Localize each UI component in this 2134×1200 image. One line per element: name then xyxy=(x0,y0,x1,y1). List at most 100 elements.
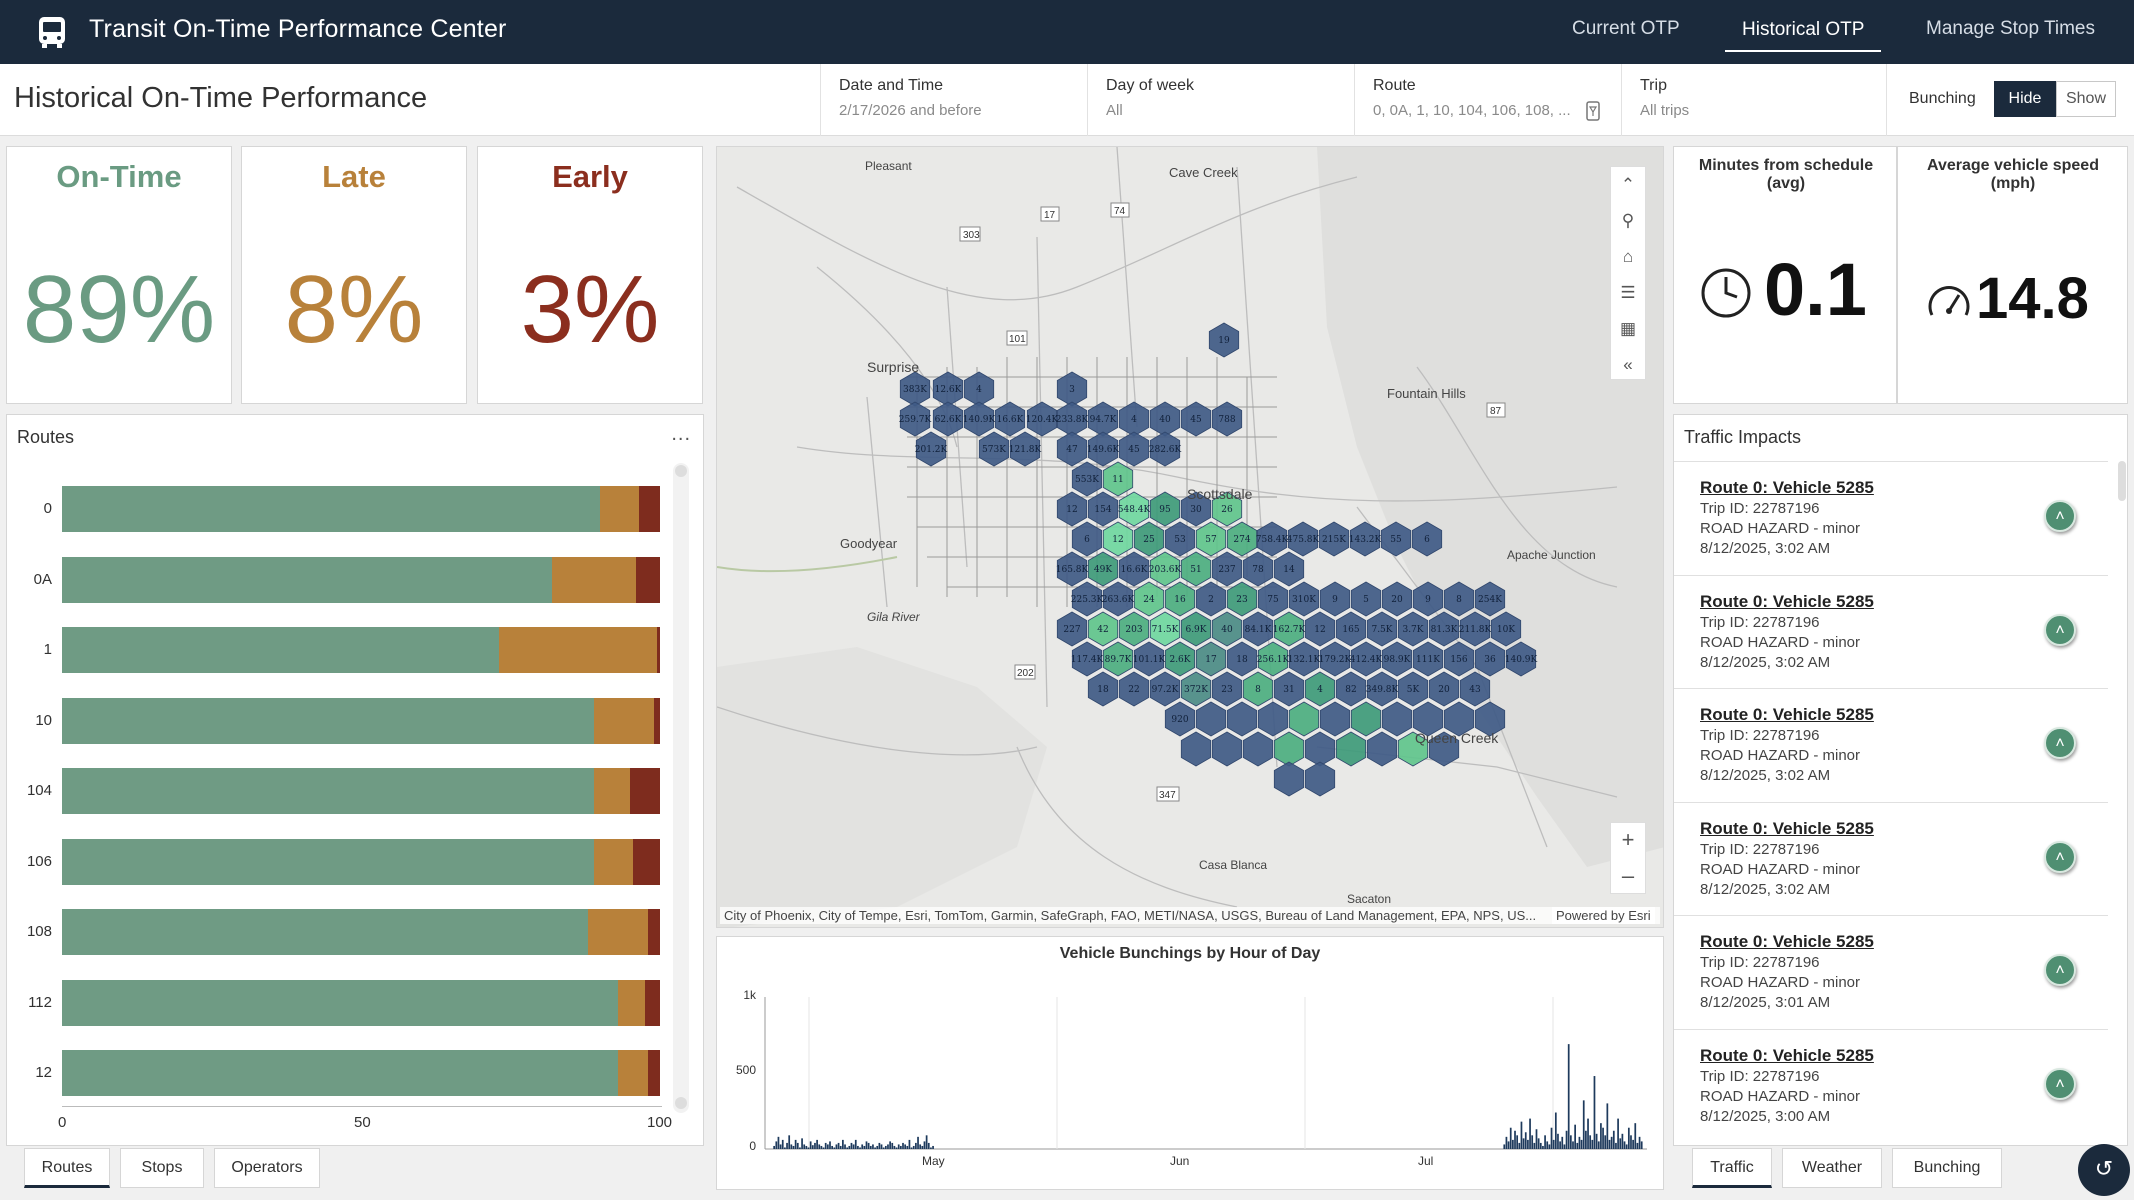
bar-segment-on-time[interactable] xyxy=(62,768,595,814)
navigate-up-icon[interactable]: ˄ xyxy=(2044,840,2076,873)
bar-segment-late[interactable] xyxy=(618,1050,649,1096)
traffic-item-route-link[interactable]: Route 0: Vehicle 5285 xyxy=(1700,932,1874,951)
hex-bin[interactable] xyxy=(1443,701,1475,737)
traffic-item-route-link[interactable]: Route 0: Vehicle 5285 xyxy=(1700,478,1874,497)
bar-segment-on-time[interactable] xyxy=(62,1050,619,1096)
hex-bin[interactable] xyxy=(1149,611,1181,647)
hex-bin[interactable] xyxy=(1242,551,1274,587)
zoom-out-icon[interactable]: – xyxy=(1621,863,1635,888)
traffic-list-item[interactable]: Route 0: Vehicle 5285 Trip ID: 22787196 RO… xyxy=(1674,461,2108,574)
bunching-bar[interactable] xyxy=(814,1142,816,1149)
hex-bin[interactable] xyxy=(1164,581,1196,617)
hex-bin[interactable] xyxy=(1195,581,1227,617)
bar-segment-on-time[interactable] xyxy=(62,979,619,1026)
hex-bin[interactable] xyxy=(1087,551,1119,587)
hex-bin[interactable] xyxy=(994,401,1026,437)
hex-bin[interactable] xyxy=(1335,671,1367,707)
hex-bin[interactable] xyxy=(1118,491,1150,527)
hex-bin[interactable] xyxy=(1366,671,1398,707)
hex-bin[interactable] xyxy=(1071,521,1103,557)
hex-bin[interactable] xyxy=(1242,611,1274,647)
bunching-bar[interactable] xyxy=(848,1145,851,1149)
tab-traffic[interactable]: Traffic xyxy=(1692,1148,1772,1188)
bar-segment-early[interactable] xyxy=(636,556,660,603)
hex-bin[interactable] xyxy=(932,371,964,407)
search-icon[interactable]: ⚲ xyxy=(1621,211,1635,230)
bunching-bar[interactable] xyxy=(1503,1144,1506,1149)
hex-bin[interactable] xyxy=(1256,521,1288,557)
bar-segment-early[interactable] xyxy=(648,909,660,955)
nav-manage-stop-times[interactable]: Manage Stop Times xyxy=(1926,18,2095,39)
bunching-bar[interactable] xyxy=(844,1144,846,1149)
route-bar[interactable] xyxy=(62,909,660,955)
hex-bin[interactable] xyxy=(1195,701,1227,737)
bunching-bar[interactable] xyxy=(1533,1142,1536,1149)
bunching-bar[interactable] xyxy=(1574,1124,1576,1149)
bunching-bar[interactable] xyxy=(805,1145,808,1149)
hex-bin[interactable] xyxy=(963,401,995,437)
traffic-list-item[interactable]: Route 0: Vehicle 5285 Trip ID: 22787196 RO… xyxy=(1674,915,2108,1028)
hex-bin[interactable] xyxy=(1273,551,1305,587)
bunching-bar[interactable] xyxy=(887,1144,889,1149)
hex-bin[interactable] xyxy=(1056,371,1088,407)
hex-bin[interactable] xyxy=(1242,731,1274,767)
bunching-bar[interactable] xyxy=(1582,1100,1585,1149)
bar-segment-early[interactable] xyxy=(648,1050,660,1096)
bar-segment-early[interactable] xyxy=(639,486,660,532)
bunching-bar[interactable] xyxy=(822,1147,825,1149)
hex-bin[interactable] xyxy=(1149,491,1181,527)
bunching-bar[interactable] xyxy=(1567,1044,1570,1149)
bunching-bar[interactable] xyxy=(796,1142,799,1149)
bunching-bar[interactable] xyxy=(826,1144,829,1149)
hex-bin[interactable] xyxy=(1474,641,1506,677)
hex-bin[interactable] xyxy=(1273,731,1305,767)
hex-bin[interactable] xyxy=(1164,521,1196,557)
hex-bin[interactable] xyxy=(1071,641,1103,677)
bunching-bar[interactable] xyxy=(1572,1141,1574,1149)
hex-bin[interactable] xyxy=(1133,641,1165,677)
traffic-item-route-link[interactable]: Route 0: Vehicle 5285 xyxy=(1700,591,1874,611)
hex-bin[interactable] xyxy=(1242,671,1274,707)
bunching-bar[interactable] xyxy=(788,1135,791,1149)
traffic-item-route-link[interactable]: Route 0: Vehicle 5285 xyxy=(1700,705,1874,724)
bunching-bar[interactable] xyxy=(912,1145,915,1149)
hex-bin[interactable] xyxy=(1474,581,1506,617)
hex-bin[interactable] xyxy=(1257,641,1289,677)
bunching-bar[interactable] xyxy=(867,1142,870,1149)
hex-bin[interactable] xyxy=(978,431,1010,467)
bunching-bar[interactable] xyxy=(863,1145,866,1149)
hex-bin[interactable] xyxy=(1118,401,1150,437)
bunching-bar[interactable] xyxy=(859,1147,861,1149)
filter-trip[interactable]: Trip All trips xyxy=(1621,64,1886,136)
hex-bin[interactable] xyxy=(1087,491,1119,527)
hex-bin[interactable] xyxy=(1026,401,1058,437)
more-options-icon[interactable]: ... xyxy=(671,423,691,445)
scrollbar-handle[interactable] xyxy=(675,1097,687,1109)
bunching-bar[interactable] xyxy=(1625,1144,1628,1149)
bunching-bar[interactable] xyxy=(1514,1130,1516,1149)
bunching-bar[interactable] xyxy=(919,1144,922,1149)
traffic-list-item[interactable]: Route 0: Vehicle 5285 Trip ID: 22787196 RO… xyxy=(1674,801,2108,915)
bunching-show-button[interactable]: Show xyxy=(2056,81,2116,117)
collapse-left-icon[interactable]: « xyxy=(1623,355,1633,374)
layers-icon[interactable]: ☰ xyxy=(1620,283,1636,302)
route-bar[interactable] xyxy=(62,768,660,814)
hex-bin[interactable] xyxy=(1180,671,1212,707)
bunching-bar[interactable] xyxy=(1542,1145,1544,1149)
hex-bin[interactable] xyxy=(1226,581,1258,617)
hex-bin[interactable] xyxy=(1180,551,1212,587)
bunching-bar[interactable] xyxy=(839,1145,842,1149)
hex-bin[interactable] xyxy=(1490,611,1522,647)
bunching-bar[interactable] xyxy=(829,1141,831,1149)
bunching-bar[interactable] xyxy=(889,1141,891,1149)
hex-bin[interactable] xyxy=(1087,431,1119,467)
navigate-up-icon[interactable]: ˄ xyxy=(2044,1067,2076,1100)
hex-bin[interactable] xyxy=(1226,701,1258,737)
bar-segment-late[interactable] xyxy=(588,909,649,955)
bunching-bar[interactable] xyxy=(884,1145,887,1149)
hex-bin[interactable] xyxy=(1211,671,1243,707)
bunching-bar[interactable] xyxy=(906,1145,909,1149)
bunching-bar[interactable] xyxy=(1610,1136,1613,1149)
bunching-bar[interactable] xyxy=(1593,1076,1596,1149)
bunching-bar[interactable] xyxy=(1608,1139,1611,1149)
